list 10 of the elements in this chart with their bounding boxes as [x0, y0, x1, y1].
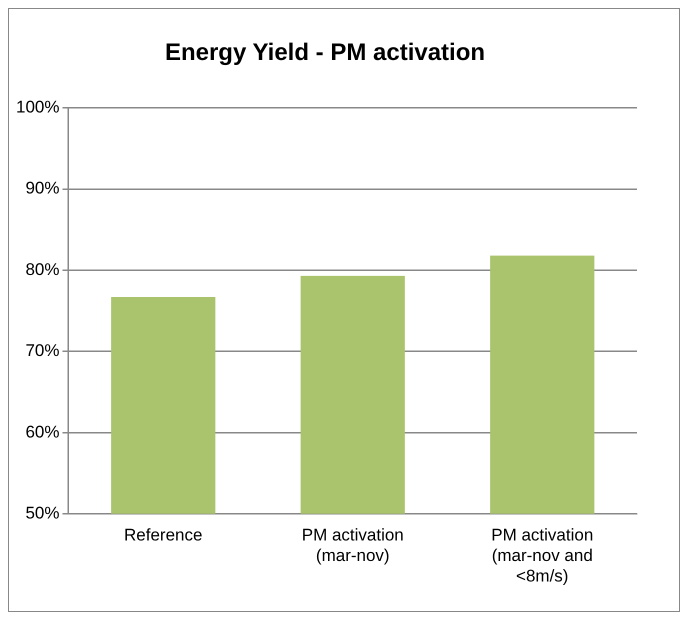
y-tick-label: 60%: [25, 422, 60, 442]
x-tick-label: PM activation (mar-nov): [302, 526, 404, 566]
y-tick-label: 100%: [16, 97, 60, 116]
y-tick-label: 80%: [25, 260, 60, 279]
x-tick-label: Reference: [124, 526, 202, 545]
y-tick-label: 90%: [25, 178, 60, 198]
chart-title: Energy Yield - PM activation: [164, 39, 486, 66]
y-tick-label: 50%: [25, 503, 60, 522]
y-tick-label: 70%: [25, 341, 60, 360]
x-tick-label: PM activation (mar-nov and <8m/s): [491, 526, 594, 586]
